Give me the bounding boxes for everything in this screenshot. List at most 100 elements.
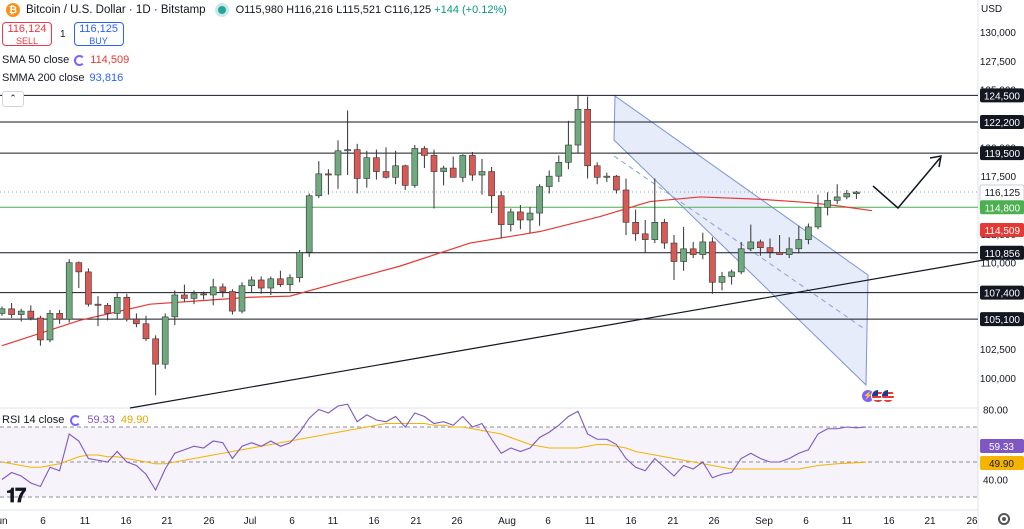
candle-body — [430, 155, 438, 172]
candle-body — [190, 293, 198, 299]
candle-body — [469, 155, 476, 176]
candle-body — [209, 286, 217, 296]
candle-body — [257, 279, 265, 289]
time-tick-label: 26 — [451, 516, 463, 527]
time-tick-label: 21 — [410, 516, 422, 527]
candle-body — [536, 186, 543, 214]
candle-body — [440, 167, 447, 172]
collapse-legend-button[interactable]: ⌃ — [2, 91, 24, 107]
rsi-ma-tag — [980, 456, 1024, 470]
candle-body — [401, 165, 409, 186]
candle-body — [507, 211, 515, 225]
rsi-legend[interactable]: RSI 14 close 59.33 49.90 — [2, 414, 148, 426]
descending-channel — [613, 95, 869, 387]
candle-body — [824, 200, 831, 208]
us-flag-icon-2[interactable] — [881, 389, 895, 403]
rsi-ma-tag-label: 49.90 — [989, 459, 1014, 470]
smma-legend[interactable]: SMMA 200 close 93,816 — [2, 72, 123, 84]
candle-body — [833, 196, 841, 201]
candle-body — [267, 278, 275, 289]
buy-label: BUY — [89, 36, 108, 46]
sma-tag — [980, 223, 1024, 237]
gear-icon[interactable] — [998, 513, 1010, 525]
candle-body — [142, 323, 150, 340]
candle-body — [853, 191, 860, 194]
tradingview-logo-icon[interactable]: 𝟏𝟕 — [6, 485, 26, 507]
time-tick-label: Jul — [244, 516, 257, 527]
candle-body — [709, 241, 716, 283]
reload-icon[interactable] — [74, 54, 86, 66]
candle-body — [94, 303, 102, 306]
candle-body — [747, 241, 755, 250]
time-tick-label: 6 — [40, 516, 46, 527]
candle-body — [75, 262, 83, 273]
time-tick-label: Sep — [755, 516, 773, 527]
price-tick-label: 110,000 — [981, 259, 1017, 270]
time-tick-label: 26 — [203, 516, 215, 527]
candle-body — [277, 278, 284, 285]
time-tick-label: 6 — [545, 516, 551, 527]
level-tag-label: 107,400 — [984, 289, 1021, 300]
candle-body — [584, 108, 591, 167]
candle-body — [641, 233, 649, 240]
sma-value: 114,509 — [90, 54, 130, 66]
smma-value: 93,816 — [89, 72, 124, 84]
sma-legend[interactable]: SMA 50 close 114,509 — [2, 54, 129, 66]
candle-body — [622, 189, 630, 223]
candle-body — [526, 212, 534, 221]
buy-price: 116,125 — [79, 23, 119, 35]
time-tick-label: 6 — [289, 516, 295, 527]
currency-button[interactable]: USD — [981, 4, 1003, 15]
candle-body — [843, 193, 851, 198]
level-tag — [980, 245, 1024, 260]
spread-value: 1 — [60, 28, 66, 40]
level-tag-label: 119,500 — [985, 149, 1021, 160]
sell-button[interactable]: 116,124 SELL — [2, 22, 52, 46]
candle-body — [229, 291, 236, 312]
rsi-label: RSI 14 close — [2, 414, 65, 426]
candle-body — [651, 222, 659, 240]
market-open-icon — [217, 6, 226, 14]
candle-body — [17, 310, 25, 315]
candle-body — [248, 279, 255, 287]
buy-button[interactable]: 116,125 BUY — [73, 22, 124, 46]
event-flags[interactable]: ⚡ — [861, 389, 895, 403]
candle-body — [133, 318, 140, 325]
candle-body — [85, 271, 92, 305]
time-tick-label: 21 — [667, 516, 679, 527]
projection-arrowhead — [929, 155, 942, 168]
candle-body — [238, 285, 246, 312]
candle-body — [766, 247, 774, 253]
rsi-reload-icon[interactable] — [70, 414, 82, 426]
time-tick-label: 26 — [708, 516, 720, 527]
candle-body — [161, 316, 169, 365]
candle-body — [421, 148, 428, 156]
candle-body — [728, 271, 735, 277]
time-tick-label: un — [0, 516, 8, 527]
symbol-title[interactable]: Bitcoin / U.S. Dollar · 1D · Bitstamp — [26, 4, 206, 16]
candle-body — [689, 248, 697, 255]
candle-body — [382, 171, 390, 178]
candle-body — [805, 226, 812, 240]
candle-body — [478, 171, 486, 176]
level-tag — [980, 285, 1024, 300]
candle-body — [65, 262, 73, 320]
candle-body — [219, 286, 227, 292]
candle-body — [718, 276, 726, 283]
candle-body — [545, 175, 553, 187]
candle-body — [488, 171, 495, 197]
candle-body — [603, 175, 611, 178]
rsi-tick-label: 40.00 — [983, 476, 1008, 487]
time-tick-label: 11 — [842, 516, 853, 527]
chart-header: ₿ Bitcoin / U.S. Dollar · 1D · Bitstamp … — [0, 0, 976, 110]
symbol-row[interactable]: ₿ Bitcoin / U.S. Dollar · 1D · Bitstamp … — [6, 3, 507, 17]
candle-body — [795, 239, 803, 250]
sma-label: SMA 50 close — [2, 54, 70, 66]
candle-body — [785, 248, 793, 255]
green-level-label: 114,800 — [985, 203, 1021, 214]
rsi-line — [1, 403, 867, 492]
candle-body — [593, 165, 601, 178]
candle-body — [46, 313, 54, 341]
candle-body — [171, 294, 179, 318]
